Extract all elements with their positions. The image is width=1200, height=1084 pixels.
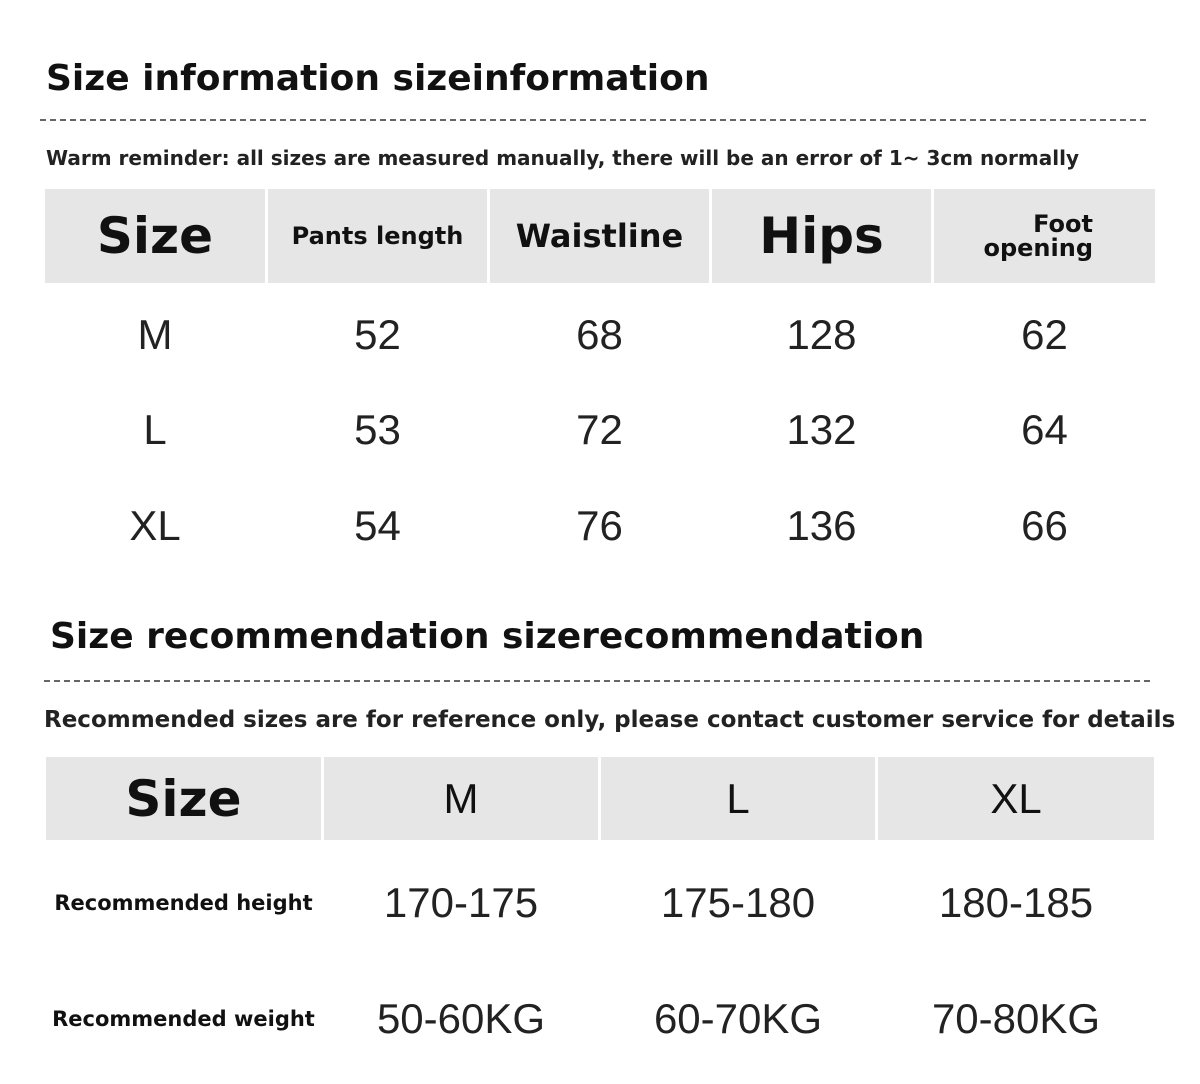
note: Recommended sizes are for reference only…	[44, 707, 1176, 733]
table-cell: XL	[129, 502, 181, 549]
table-cell: 54	[354, 502, 401, 549]
table-cell: 68	[576, 311, 623, 358]
table-cell: 52	[354, 311, 401, 358]
table-cell: 132	[786, 406, 857, 453]
table-cell: 66	[1021, 502, 1068, 549]
table-cell: 180-185	[938, 879, 1094, 926]
table-cell: M	[137, 311, 173, 358]
divider	[44, 680, 1150, 682]
table-cell: 64	[1021, 406, 1068, 453]
table-cell: 136	[786, 502, 857, 549]
header-cell: Size	[46, 757, 321, 840]
table-cell: 175-180	[660, 879, 816, 926]
divider	[40, 119, 1146, 121]
section-title: Size information sizeinformation	[46, 58, 710, 99]
table-cell: 128	[786, 311, 857, 358]
table-cell: 50-60KG	[376, 995, 546, 1042]
table-cell: 62	[1021, 311, 1068, 358]
table-cell: 53	[354, 406, 401, 453]
header-cell: Pants length	[268, 189, 487, 283]
row-label: Recommended height	[54, 890, 313, 915]
header-cell: Foot opening	[934, 189, 1155, 283]
header-cell: XL	[878, 757, 1154, 840]
header-cell: Hips	[712, 189, 931, 283]
header-cell: M	[324, 757, 598, 840]
section-title: Size recommendation sizerecommendation	[50, 616, 925, 657]
table-cell: 60-70KG	[653, 995, 823, 1042]
header-cell: Waistline	[490, 189, 709, 283]
table-cell: 170-175	[383, 879, 539, 926]
table-cell: 70-80KG	[931, 995, 1101, 1042]
table-cell: L	[143, 406, 167, 453]
row-label: Recommended weight	[52, 1006, 315, 1031]
table-cell: 72	[576, 406, 623, 453]
header-cell: Size	[45, 189, 265, 283]
table-cell: 76	[576, 502, 623, 549]
note: Warm reminder: all sizes are measured ma…	[46, 146, 1079, 170]
header-cell: L	[601, 757, 875, 840]
